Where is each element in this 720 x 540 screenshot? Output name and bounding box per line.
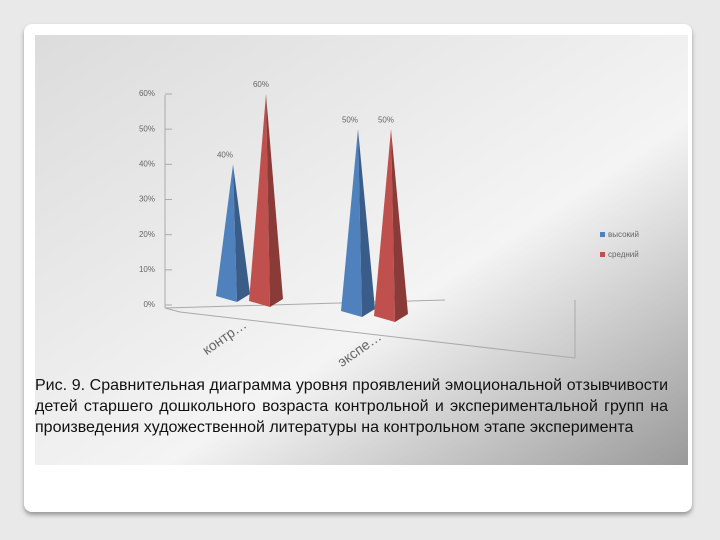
legend-label: высокий xyxy=(608,230,639,239)
pyramid-face xyxy=(341,129,362,317)
legend-swatch xyxy=(600,232,605,237)
y-tick-label: 60% xyxy=(139,89,155,98)
legend-label: средний xyxy=(608,250,639,259)
pyramid-face xyxy=(358,129,375,317)
pyramid-face xyxy=(266,94,283,307)
pyramid-face xyxy=(249,94,270,307)
legend-swatch xyxy=(600,252,605,257)
pyramid-face xyxy=(216,164,237,302)
y-tick-label: 30% xyxy=(139,195,155,204)
data-label: 50% xyxy=(378,115,394,124)
pyramid-face xyxy=(391,129,408,322)
data-label: 40% xyxy=(217,150,233,159)
y-tick-label: 0% xyxy=(143,300,155,309)
y-tick-label: 20% xyxy=(139,230,155,239)
caption: Рис. 9. Сравнительная диаграмма уровня п… xyxy=(35,377,668,436)
y-tick-label: 40% xyxy=(139,159,155,168)
data-label: 50% xyxy=(342,115,358,124)
data-label: 60% xyxy=(253,80,269,89)
y-tick-label: 10% xyxy=(139,265,155,274)
pyramid-face xyxy=(374,129,395,322)
pyramid-face xyxy=(233,164,250,302)
y-tick-label: 50% xyxy=(139,124,155,133)
